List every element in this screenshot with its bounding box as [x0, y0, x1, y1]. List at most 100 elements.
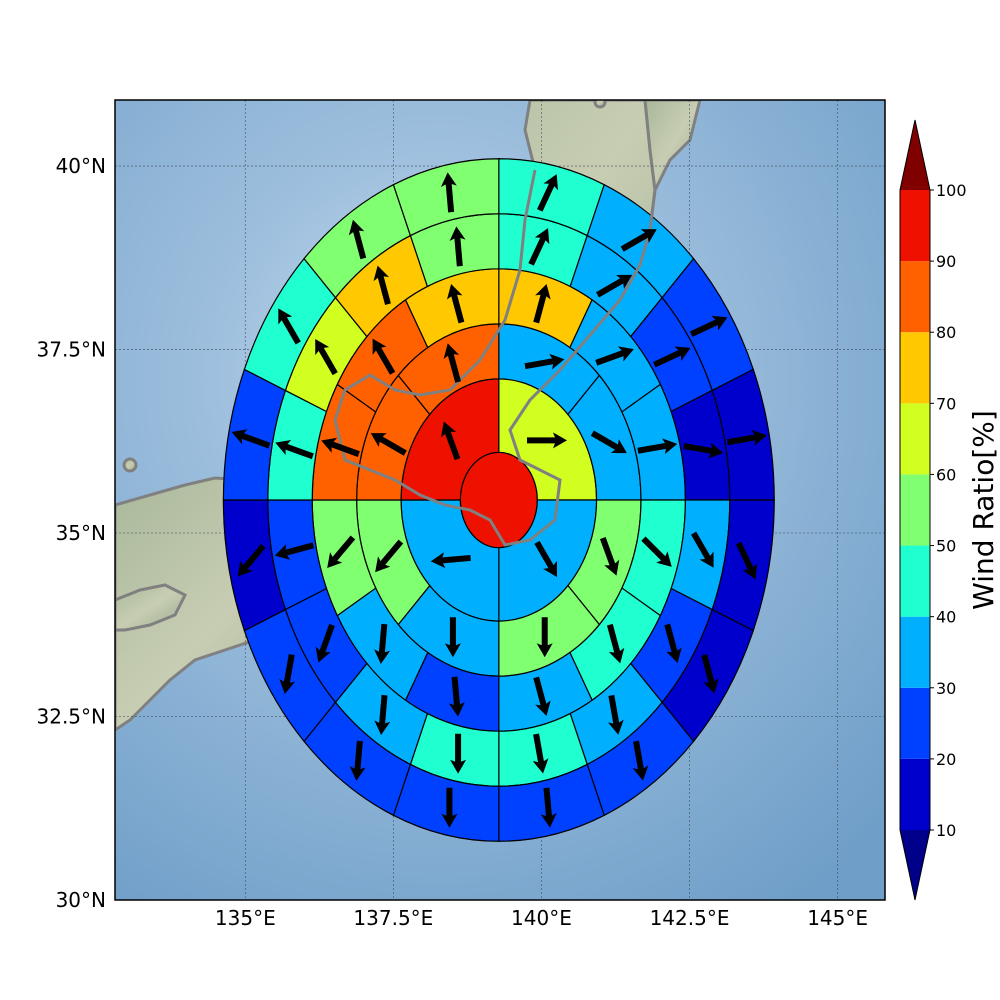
- arrow-shape: [620, 229, 657, 252]
- colorbar-segment: [900, 190, 930, 262]
- arrow-shape: [526, 432, 567, 449]
- wind-arrow: [349, 740, 366, 781]
- arrow-shape: [524, 353, 565, 370]
- wind-arrow: [683, 442, 724, 459]
- wind-arrow: [664, 623, 682, 664]
- arrow-shape: [327, 535, 356, 569]
- wind-arrow: [534, 540, 557, 578]
- wind-arrow: [374, 623, 391, 664]
- y-tick-label: 35°N: [56, 521, 106, 545]
- arrow-shape: [664, 623, 682, 664]
- wind-arrow: [315, 338, 338, 376]
- wind-arrow: [237, 543, 266, 577]
- arrow-shape: [440, 172, 457, 213]
- shikoku-land: [115, 583, 188, 632]
- colorbar-tick-label: 80: [936, 323, 956, 342]
- arrow-shape: [701, 654, 719, 694]
- wind-arrow: [278, 308, 301, 345]
- sector-ring-5-15: [392, 158, 500, 237]
- arrow-shape: [430, 552, 471, 569]
- colorbar-tick-label: 90: [936, 252, 956, 271]
- arrow-shape: [450, 733, 467, 774]
- arrow-shape: [690, 531, 714, 568]
- wind-arrows: [231, 172, 767, 828]
- arrow-shape: [536, 617, 553, 658]
- arrow-shape: [373, 265, 391, 305]
- wind-arrow: [274, 542, 315, 560]
- wind-arrow: [446, 283, 465, 324]
- arrow-shape: [607, 694, 624, 735]
- colorbar-segment: [900, 474, 930, 546]
- arrow-shape: [641, 536, 672, 567]
- arrow-shape: [537, 174, 559, 212]
- colorbar-segment: [900, 616, 930, 688]
- colorbar-under-extension: [900, 830, 930, 900]
- arrow-shape: [683, 442, 724, 459]
- colorbar-segment: [900, 687, 930, 759]
- y-tick-label: 32.5°N: [37, 705, 107, 729]
- wind-arrow: [701, 654, 719, 694]
- wind-arrow: [726, 429, 767, 446]
- x-tick-label: 142.5°E: [650, 906, 730, 930]
- wind-arrow: [374, 694, 391, 736]
- arrow-shape: [279, 654, 296, 695]
- wind-arrow: [620, 229, 657, 252]
- arrow-shape: [533, 676, 551, 717]
- colorbar-segment: [900, 332, 930, 404]
- map-area: [114, 99, 886, 901]
- small-island: [593, 100, 607, 109]
- wind-arrow: [690, 531, 714, 568]
- x-tick-label: 135°E: [215, 906, 276, 930]
- coastline: [333, 169, 657, 547]
- colorbar-tick-label: 10: [936, 821, 956, 840]
- wind-arrow: [537, 174, 559, 212]
- colorbar: 10 20 30 40 50 60 70 80 90 100: [899, 119, 967, 901]
- wind-arrow: [448, 676, 465, 717]
- wind-arrow: [641, 536, 672, 567]
- wind-arrow: [637, 438, 678, 455]
- colorbar-segment: [900, 758, 930, 830]
- wind-arrow: [348, 219, 367, 260]
- polar-sector-grid: [222, 158, 775, 842]
- wind-arrow: [607, 694, 624, 735]
- wind-arrow: [372, 338, 396, 375]
- y-axis-ticks: 30°N 32.5°N 35°N 37.5°N 40°N: [37, 154, 107, 912]
- arrow-shape: [372, 338, 396, 375]
- wind-arrow: [441, 421, 461, 461]
- wind-arrow: [370, 433, 407, 456]
- arrow-shape: [449, 226, 466, 267]
- arrow-shape: [237, 543, 266, 577]
- x-tick-label: 140°E: [511, 906, 572, 930]
- arrow-shape: [274, 542, 315, 560]
- wind-arrow: [689, 315, 728, 337]
- arrow-shape: [735, 541, 757, 580]
- arrow-shape: [315, 338, 338, 376]
- wind-arrow: [231, 429, 271, 449]
- arrow-shape: [595, 346, 634, 366]
- arrow-shape: [534, 540, 557, 578]
- y-tick-label: 40°N: [56, 154, 106, 178]
- wind-arrow: [430, 552, 471, 569]
- map-frame: [114, 99, 886, 901]
- wind-arrow: [536, 617, 553, 658]
- arrow-shape: [375, 539, 404, 573]
- colorbar-tick-label: 70: [936, 394, 956, 413]
- x-tick-label: 137.5°E: [353, 906, 433, 930]
- wind-arrow: [632, 740, 649, 781]
- arrow-shape: [315, 623, 335, 663]
- wind-arrow: [595, 274, 633, 298]
- wind-arrow: [275, 439, 314, 460]
- wind-arrow: [606, 623, 625, 664]
- colorbar-tick-label: 40: [936, 608, 956, 627]
- wind-arrow: [373, 265, 391, 305]
- colorbar-tick-label: 50: [936, 537, 956, 556]
- wind-arrow: [444, 617, 461, 658]
- arrow-shape: [321, 437, 360, 457]
- arrow-shape: [349, 740, 366, 781]
- arrow-shape: [348, 219, 367, 260]
- arrow-shape: [599, 537, 620, 576]
- wind-arrow: [528, 228, 550, 266]
- honshu-east-land: [643, 100, 702, 196]
- wind-arrow: [532, 733, 549, 774]
